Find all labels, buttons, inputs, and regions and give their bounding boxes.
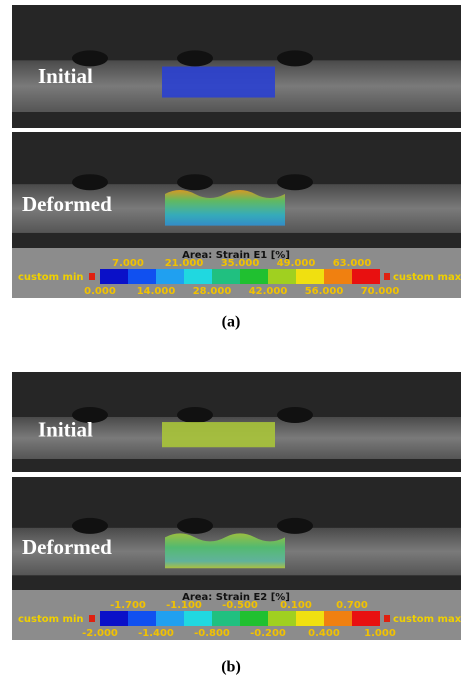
color-swatch xyxy=(240,269,268,284)
color-swatch xyxy=(268,611,296,626)
color-swatch xyxy=(296,611,324,626)
color-swatch xyxy=(212,611,240,626)
colorbar-tick-label: 42.000 xyxy=(249,286,288,297)
initial-label: Initial xyxy=(38,64,93,88)
color-swatch xyxy=(156,611,184,626)
initial-label: Initial xyxy=(38,418,93,442)
colorbar-tick-label: 7.000 xyxy=(112,258,144,269)
color-swatch xyxy=(128,611,156,626)
colorbar-tick-label: 0.400 xyxy=(308,628,340,639)
panel-caption: (b) xyxy=(221,659,241,676)
grip-shadow xyxy=(277,50,313,66)
colorbar-tick-label: -1.400 xyxy=(138,628,174,639)
grip-shadow xyxy=(177,174,213,190)
grip-shadow xyxy=(177,518,213,534)
grip-shadow xyxy=(177,407,213,423)
color-swatch xyxy=(128,269,156,284)
color-swatch xyxy=(352,611,380,626)
color-swatch xyxy=(156,269,184,284)
colorbar-tick-label: 56.000 xyxy=(305,286,344,297)
max-handle xyxy=(384,615,390,622)
page: InitialDeformedArea: Strain E1 [%]7.0002… xyxy=(0,0,461,682)
color-swatch xyxy=(100,611,128,626)
grip-shadow xyxy=(277,518,313,534)
color-swatch xyxy=(212,269,240,284)
custom-max-label: custom max xyxy=(393,614,461,625)
custom-min-label: custom min xyxy=(18,614,84,625)
custom-max-label: custom max xyxy=(393,272,461,283)
colorbar-tick-label: 1.000 xyxy=(364,628,396,639)
color-swatch xyxy=(100,269,128,284)
color-swatch xyxy=(240,611,268,626)
min-handle xyxy=(89,615,95,622)
colorbar-tick-label: 63.000 xyxy=(333,258,372,269)
color-swatch xyxy=(352,269,380,284)
colorbar-tick-label: -1.700 xyxy=(110,600,146,611)
strain-field xyxy=(162,67,275,98)
colorbar-tick-label: -1.100 xyxy=(166,600,202,611)
min-handle xyxy=(89,273,95,280)
colorbar-tick-label: 70.000 xyxy=(361,286,400,297)
colorbar-tick-label: -0.800 xyxy=(194,628,230,639)
custom-min-label: custom min xyxy=(18,272,84,283)
colorbar-tick-label: 49.000 xyxy=(277,258,316,269)
colorbar-tick-label: 0.700 xyxy=(336,600,368,611)
deformed-label: Deformed xyxy=(22,192,112,216)
colorbar-tick-label: 0.100 xyxy=(280,600,312,611)
color-swatch xyxy=(324,269,352,284)
colorbar-tick-label: 35.000 xyxy=(221,258,260,269)
colorbar-tick-label: 28.000 xyxy=(193,286,232,297)
colorbar-tick-label: 21.000 xyxy=(165,258,204,269)
color-swatch xyxy=(296,269,324,284)
max-handle xyxy=(384,273,390,280)
figure: InitialDeformedArea: Strain E1 [%]7.0002… xyxy=(0,0,461,682)
colorbar-tick-label: -0.500 xyxy=(222,600,258,611)
colorbar-tick-label: -0.200 xyxy=(250,628,286,639)
grip-shadow xyxy=(277,174,313,190)
color-swatch xyxy=(184,269,212,284)
colorbar-tick-label: -2.000 xyxy=(82,628,118,639)
grip-shadow xyxy=(72,174,108,190)
grip-shadow xyxy=(72,518,108,534)
color-swatch xyxy=(184,611,212,626)
color-swatch xyxy=(324,611,352,626)
strain-field xyxy=(162,422,275,447)
grip-shadow xyxy=(177,50,213,66)
colorbar-tick-label: 14.000 xyxy=(137,286,176,297)
colorbar-tick-label: 0.000 xyxy=(84,286,116,297)
color-swatch xyxy=(268,269,296,284)
grip-shadow xyxy=(277,407,313,423)
panel-caption: (a) xyxy=(222,314,241,331)
deformed-label: Deformed xyxy=(22,535,112,559)
